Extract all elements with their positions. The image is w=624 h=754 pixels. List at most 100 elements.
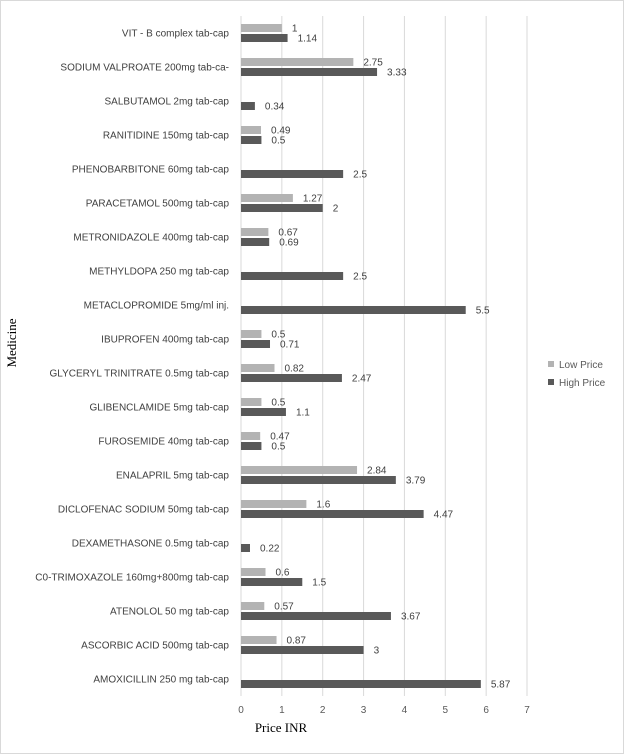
high-price-bar [241,408,286,416]
category-label: DEXAMETHASONE 0.5mg tab-cap [72,539,230,550]
high-price-bar [241,238,270,246]
category-labels: VIT - B complex tab-cap SODIUM VALPROATE … [35,29,229,686]
high-price-data-label: 3.67 [401,612,421,623]
category-label: PARACETAMOL 500mg tab-cap [86,199,230,210]
high-price-data-label: 2.5 [353,170,367,181]
high-price-bar [241,612,391,620]
high-price-data-label: 0.22 [260,544,280,555]
category-label: DICLOFENAC SODIUM 50mg tab-cap [58,505,230,516]
high-price-data-label: 5.87 [491,680,511,691]
x-tick-label: 7 [524,705,530,716]
category-label: AMOXICILLIN 250 mg tab-cap [93,675,229,686]
y-axis-title: Medicine [4,318,19,367]
high-price-bar [241,34,288,42]
low-price-bar [241,228,269,236]
high-price-bar [241,340,271,348]
x-tick-label: 2 [320,705,326,716]
bars-group: 11.142.753.330.340.490.52.51.2720.670.69… [241,24,511,691]
category-label: RANITIDINE 150mg tab-cap [103,131,230,142]
high-price-data-label: 1.5 [312,578,326,589]
high-price-bar [241,646,364,654]
low-price-data-label: 1.27 [303,194,323,205]
category-label: METHYLDOPA 250 mg tab-cap [89,267,229,278]
low-price-bar [241,58,354,66]
low-price-bar [241,330,262,338]
category-label: ASCORBIC ACID 500mg tab-cap [81,641,229,652]
category-label: IBUPROFEN 400mg tab-cap [101,335,229,346]
low-price-bar [241,568,266,576]
high-price-bar [241,272,344,280]
x-axis-title: Price INR [255,720,308,735]
x-tick-label: 1 [279,705,285,716]
low-price-bar [241,432,261,440]
low-price-data-label: 1 [292,24,298,35]
high-price-bar [241,102,255,110]
category-label: PHENOBARBITONE 60mg tab-cap [72,165,230,176]
high-price-data-label: 2.47 [352,374,372,385]
category-label: GLIBENCLAMIDE 5mg tab-cap [90,403,230,414]
low-price-bar [241,466,358,474]
low-price-bar [241,126,262,134]
high-price-bar [241,204,323,212]
high-price-data-label: 0.5 [271,136,285,147]
low-price-bar [241,398,262,406]
low-price-data-label: 0.5 [271,330,285,341]
category-label: C0-TRIMOXAZOLE 160mg+800mg tab-cap [35,573,229,584]
high-price-data-label: 0.34 [265,102,285,113]
high-price-bar [241,476,396,484]
low-price-data-label: 0.6 [276,568,290,579]
legend-label-low-price: Low Price [559,360,603,371]
high-price-data-label: 3.79 [406,476,426,487]
x-tick-label: 4 [402,705,408,716]
legend-swatch-low-price [548,361,554,367]
low-price-data-label: 2.75 [363,58,383,69]
x-tick-labels: 0 1 2 3 4 5 6 7 [238,705,530,716]
high-price-bar [241,374,342,382]
low-price-data-label: 0.5 [271,398,285,409]
high-price-data-label: 0.69 [279,238,299,249]
low-price-data-label: 0.67 [278,228,298,239]
high-price-bar [241,306,466,314]
high-price-data-label: 2.5 [353,272,367,283]
category-label: METACLOPROMIDE 5mg/ml inj. [84,301,229,312]
high-price-bar [241,578,303,586]
category-label: METRONIDAZOLE 400mg tab-cap [73,233,229,244]
high-price-bar [241,680,481,688]
low-price-bar [241,636,277,644]
category-label: SODIUM VALPROATE 200mg tab-ca- [60,63,229,74]
high-price-data-label: 1.14 [298,34,318,45]
low-price-data-label: 2.84 [367,466,387,477]
category-label: GLYCERYL TRINITRATE 0.5mg tab-cap [49,369,229,380]
low-price-data-label: 0.57 [274,602,294,613]
low-price-data-label: 1.6 [316,500,330,511]
low-price-data-label: 0.87 [287,636,307,647]
category-label: ATENOLOL 50 mg tab-cap [110,607,229,618]
low-price-data-label: 0.47 [270,432,290,443]
high-price-bar [241,170,344,178]
low-price-data-label: 0.49 [271,126,291,137]
low-price-bar [241,500,307,508]
high-price-bar [241,544,250,552]
low-price-bar [241,194,293,202]
high-price-data-label: 0.5 [271,442,285,453]
high-price-data-label: 4.47 [434,510,454,521]
x-tick-label: 3 [361,705,367,716]
category-label: VIT - B complex tab-cap [122,29,230,40]
legend-swatch-high-price [548,379,554,385]
high-price-bar [241,136,262,144]
high-price-bar [241,510,424,518]
high-price-data-label: 3 [374,646,380,657]
x-tick-label: 6 [483,705,489,716]
high-price-data-label: 1.1 [296,408,310,419]
high-price-data-label: 2 [333,204,339,215]
high-price-data-label: 0.71 [280,340,300,351]
category-label: FUROSEMIDE 40mg tab-cap [98,437,229,448]
low-price-data-label: 0.82 [285,364,305,375]
x-tick-label: 5 [443,705,449,716]
high-price-bar [241,442,262,450]
legend-label-high-price: High Price [559,378,606,389]
high-price-data-label: 5.5 [476,306,490,317]
category-label: ENALAPRIL 5mg tab-cap [116,471,229,482]
high-price-bar [241,68,378,76]
low-price-bar [241,602,265,610]
